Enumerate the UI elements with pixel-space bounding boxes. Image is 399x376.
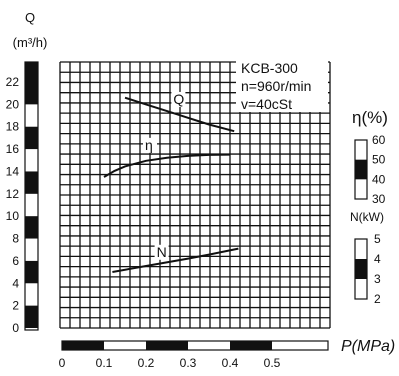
curve-power <box>112 247 239 273</box>
n-tick-label: 3 <box>374 272 381 286</box>
p-axis-label: P(MPa) <box>341 338 395 355</box>
p-axis-ticks: 0 0.1 0.2 0.3 0.4 0.5 <box>59 356 281 370</box>
p-tick-label: 0.4 <box>222 356 239 370</box>
eta-bar-segment <box>355 159 367 180</box>
q-tick-label: 10 <box>6 209 20 223</box>
eta-tick-label: 40 <box>372 172 386 186</box>
p-bar-segment <box>146 341 188 350</box>
eta-tick-label: 50 <box>372 153 386 167</box>
n-tick-label: 2 <box>374 292 381 306</box>
q-tick-label: 12 <box>6 187 20 201</box>
q-tick-label: 2 <box>12 299 19 313</box>
curve-label-bg <box>154 244 169 260</box>
q-tick-label: 22 <box>6 75 20 89</box>
curve-efficiency <box>103 153 231 178</box>
eta-tick-label: 30 <box>372 192 386 206</box>
p-bar-segment <box>230 341 272 350</box>
p-tick-label: 0.3 <box>180 356 197 370</box>
eta-axis-bar <box>354 139 368 200</box>
viscosity-label: v=40cSt <box>241 96 292 112</box>
speed-label: n=960r/min <box>241 78 311 94</box>
q-bar-segment <box>25 126 38 150</box>
n-tick-label: 4 <box>374 252 381 266</box>
q-tick-label: 4 <box>12 276 19 290</box>
q-tick-label: 14 <box>6 164 20 178</box>
eta-axis-label: η(%) <box>352 108 388 127</box>
q-tick-label: 8 <box>12 232 19 246</box>
q-bar-segment <box>25 82 38 105</box>
q-bar-segment <box>25 260 38 284</box>
q-axis-unit: (m³/h) <box>13 35 48 50</box>
curves: Qη N <box>103 91 239 273</box>
model-label: KCB-300 <box>241 60 298 76</box>
q-bar-segment <box>25 305 38 328</box>
q-axis-ticks: 0 2 4 6 8 10 12 14 16 18 20 22 <box>6 75 20 335</box>
curve-label-bg <box>143 137 157 153</box>
curve-label-eta: η <box>145 137 153 153</box>
curve-label-q: Q <box>173 91 184 107</box>
q-bar-segment <box>25 216 38 239</box>
annotation-box <box>236 60 328 112</box>
n-axis-label: N(kW) <box>350 210 384 224</box>
n-tick-label: 5 <box>374 232 381 246</box>
p-tick-label: 0 <box>59 356 66 370</box>
q-tick-label: 0 <box>12 321 19 335</box>
q-tick-label: 6 <box>12 254 19 268</box>
n-bar-segment <box>355 259 367 279</box>
eta-tick-label: 60 <box>372 133 386 147</box>
p-tick-label: 0.5 <box>264 356 281 370</box>
n-axis-bar <box>354 238 368 300</box>
q-tick-label: 20 <box>6 97 20 111</box>
curve-label-n: N <box>157 244 167 260</box>
p-tick-label: 0.1 <box>96 356 113 370</box>
p-bar-segment <box>62 341 104 350</box>
curve-flow <box>124 96 235 133</box>
q-axis-bar <box>24 61 39 331</box>
q-tick-label: 18 <box>6 120 20 134</box>
q-tick-label: 16 <box>6 142 20 156</box>
q-bar-segment <box>25 171 38 194</box>
q-bar-segment <box>25 62 38 82</box>
chart-grid <box>59 60 331 329</box>
p-tick-label: 0.2 <box>138 356 155 370</box>
curve-label-bg <box>171 91 186 107</box>
p-axis-bar <box>61 340 329 351</box>
eta-axis-ticks: 30 40 50 60 <box>372 133 386 206</box>
n-axis-ticks: 2 3 4 5 <box>374 232 381 306</box>
q-axis-label: Q <box>25 10 35 25</box>
